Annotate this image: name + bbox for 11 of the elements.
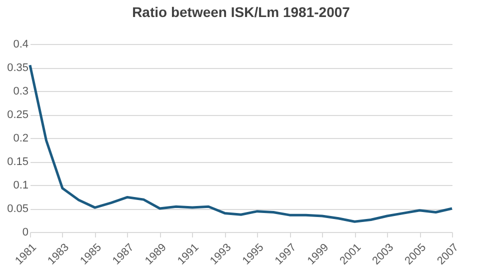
y-tick-label: 0.2 xyxy=(13,132,28,144)
y-tick-label: 0.1 xyxy=(13,180,28,192)
chart-title: Ratio between ISK/Lm 1981-2007 xyxy=(132,4,350,20)
y-tick-label: 0.3 xyxy=(13,86,28,98)
y-tick-label: 0.4 xyxy=(13,38,28,50)
y-tick-label: 0.05 xyxy=(7,203,28,215)
y-tick-label: 0.35 xyxy=(7,62,28,74)
y-tick-label: 0.15 xyxy=(7,156,28,168)
y-tick-label: 0.25 xyxy=(7,109,28,121)
line-series xyxy=(28,64,454,223)
y-tick-label: 0 xyxy=(22,226,28,238)
